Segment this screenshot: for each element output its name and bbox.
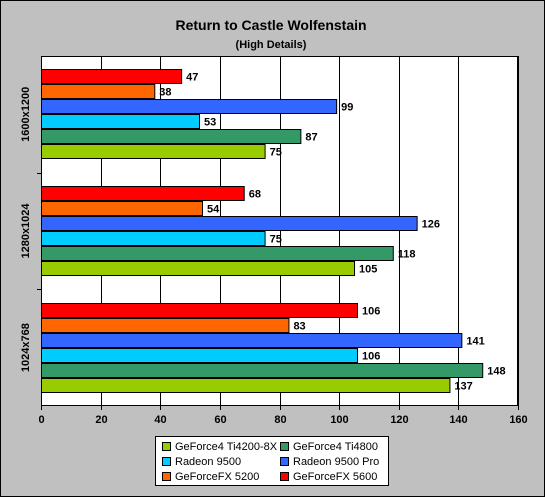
data-label: 105 [359,264,377,276]
legend-label: Radeon 9500 Pro [293,455,380,468]
bar [41,186,245,201]
x-tick-label: 20 [95,414,107,426]
data-label: 148 [487,366,505,378]
data-label: 53 [204,117,216,129]
x-tick-label: 80 [274,414,286,426]
legend-item: GeForceFX 5600 [280,469,394,484]
legend-swatch [162,472,171,481]
bar [41,363,484,378]
bar [41,348,359,363]
legend-item: Radeon 9500 [162,454,280,469]
plot-border [41,56,518,406]
bar [41,318,290,333]
data-label: 75 [270,234,282,246]
data-label: 54 [207,204,220,216]
data-labels: 75 87 53 99 38 47 105 118 75 126 54 68 137 148 106 141 8… [159,72,505,393]
legend-label: GeForceFX 5200 [175,470,260,483]
data-label: 99 [341,102,353,114]
data-label: 141 [466,336,484,348]
bar [41,303,359,318]
chart-title: Return to Castle Wolfenstain [175,17,366,33]
legend: GeForce4 Ti4200-8X GeForce4 Ti4800 Radeon … [155,436,389,486]
legend-label: GeForceFX 5600 [293,470,378,483]
x-tick-label: 160 [509,414,527,426]
bar [41,99,338,114]
bar [41,201,203,216]
data-label: 126 [422,219,440,231]
data-label: 68 [249,189,261,201]
data-label: 106 [362,306,380,318]
chart-subtitle: (High Details) [236,39,307,51]
legend-item: GeForce4 Ti4800 [280,439,394,454]
y-category-label: 1600x1200 [20,87,32,142]
x-tick-label: 140 [449,414,467,426]
data-label: 87 [305,132,317,144]
legend-swatch [280,442,289,451]
legend-item: GeForceFX 5200 [162,469,280,484]
legend-label: GeForce4 Ti4200-8X [175,440,278,453]
bar [41,378,451,393]
data-label: 47 [186,72,198,84]
data-label: 106 [362,351,380,363]
y-category-label: 1024x768 [20,323,32,372]
bar [41,246,394,261]
legend-swatch [162,442,171,451]
x-tick-label: 100 [330,414,348,426]
y-category-label: 1280x1024 [20,203,32,259]
bars [41,69,484,393]
data-label: 137 [454,381,472,393]
x-tick-label: 120 [390,414,408,426]
x-tick-label: 60 [214,414,226,426]
bar [41,144,266,159]
bar [41,333,463,348]
bar [41,129,302,144]
bar [41,216,418,231]
data-label: 118 [398,249,416,261]
bar [41,114,201,129]
axes: 0 20 40 60 80 100 120 140 160 1600x1200 1280x1024 1… [20,56,528,426]
data-label: 75 [270,147,282,159]
bar [41,261,356,276]
legend-swatch [280,457,289,466]
x-tick-label: 0 [38,414,44,426]
bar [41,231,266,246]
data-label: 83 [293,321,305,333]
legend-label: GeForce4 Ti4800 [293,440,378,453]
legend-swatch [280,472,289,481]
x-tick-label: 40 [154,414,166,426]
legend-item: GeForce4 Ti4200-8X [162,439,280,454]
legend-item: Radeon 9500 Pro [280,454,394,469]
bar [41,69,183,84]
legend-swatch [162,457,171,466]
legend-label: Radeon 9500 [175,455,242,468]
bar [41,84,156,99]
data-label: 38 [159,87,171,99]
